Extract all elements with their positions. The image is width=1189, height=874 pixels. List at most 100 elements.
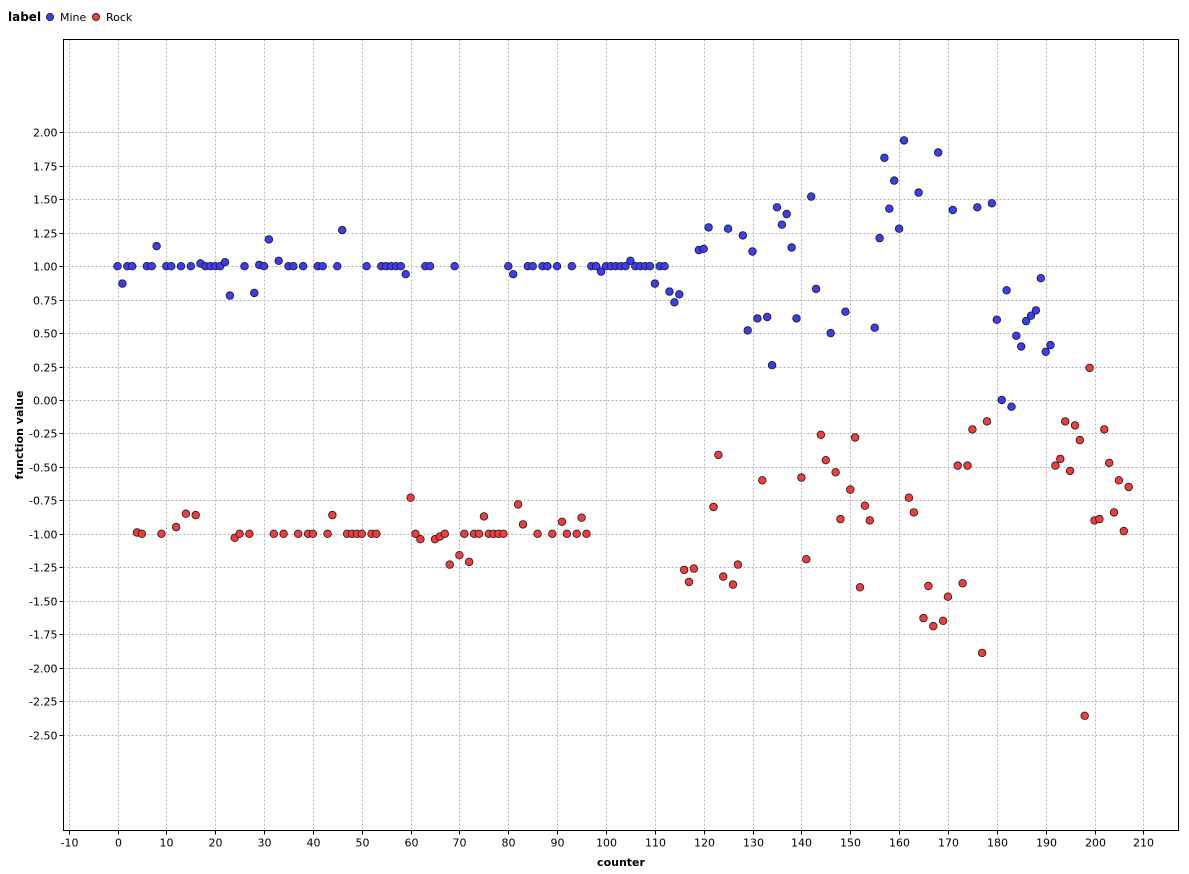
point-rock [904, 493, 914, 502]
point-rock [269, 529, 278, 538]
point-mine [650, 279, 660, 288]
x-tick-label: 130 [743, 837, 764, 850]
point-rock [460, 529, 469, 538]
point-mine [997, 395, 1006, 405]
point-mine [113, 262, 122, 271]
point-mine [621, 262, 630, 271]
point-rock [977, 648, 987, 658]
y-tick-label: -2.50 [29, 730, 57, 743]
legend-marker-rock [92, 12, 101, 21]
point-rock [328, 510, 337, 520]
point-mine [772, 203, 782, 212]
point-rock [445, 560, 454, 569]
point-mine [704, 223, 713, 232]
point-rock [1065, 466, 1075, 476]
point-rock [548, 529, 557, 538]
point-rock [1095, 514, 1104, 524]
point-mine [763, 312, 772, 322]
point-mine [1021, 316, 1031, 326]
point-rock [1100, 425, 1109, 434]
point-rock [855, 583, 865, 592]
point-rock [157, 529, 166, 538]
point-mine [333, 262, 342, 271]
point-mine [152, 241, 161, 251]
point-rock [909, 508, 918, 517]
y-tick-label: -2.25 [29, 696, 57, 709]
point-rock [171, 522, 181, 532]
point-mine [875, 233, 884, 243]
point-mine [675, 290, 684, 299]
point-mine [425, 262, 435, 271]
point-rock [557, 517, 567, 526]
point-rock [533, 529, 542, 538]
point-rock [953, 461, 962, 470]
point-mine [1017, 342, 1026, 351]
plot-frame [63, 39, 1179, 831]
point-rock [181, 509, 191, 518]
y-tick-label: -0.50 [29, 462, 57, 475]
point-mine [948, 205, 957, 215]
legend-label-mine: Mine [60, 11, 87, 24]
point-mine [225, 291, 235, 300]
point-rock [1056, 454, 1065, 464]
point-mine [767, 361, 777, 370]
point-rock [680, 565, 689, 575]
point-rock [816, 430, 826, 439]
y-tick-label: -1.75 [29, 629, 57, 642]
point-rock [455, 551, 464, 560]
point-mine [450, 262, 459, 271]
point-mine [1031, 306, 1041, 315]
point-rock [1051, 461, 1060, 470]
point-mine [396, 262, 405, 271]
legend-marker-mine [46, 12, 55, 21]
x-tick-label: 60 [405, 837, 419, 850]
y-tick-label: 1.00 [33, 261, 58, 274]
point-rock [411, 529, 420, 538]
point-mine [934, 148, 943, 157]
y-tick-label: 0.50 [33, 328, 58, 341]
point-rock [294, 529, 303, 538]
y-axis-title: function value [13, 391, 26, 480]
x-tick-label: 80 [502, 837, 516, 850]
point-mine [264, 235, 274, 244]
point-rock [919, 613, 928, 623]
point-mine [626, 256, 635, 265]
point-rock [929, 621, 938, 631]
point-rock [982, 417, 992, 426]
point-mine [753, 314, 762, 323]
y-tick-label: 1.50 [33, 194, 58, 207]
point-mine [914, 188, 923, 197]
point-mine [127, 262, 137, 271]
x-tick-label: 0 [115, 837, 122, 850]
point-rock [499, 529, 508, 538]
point-mine [176, 262, 186, 271]
x-tick-label: 140 [791, 837, 812, 850]
point-mine [880, 153, 889, 162]
point-rock [235, 529, 244, 538]
point-mine [250, 288, 259, 298]
point-rock [582, 529, 591, 538]
point-rock [758, 476, 767, 485]
point-mine [787, 243, 796, 252]
legend: label Mine Rock [8, 10, 133, 24]
point-rock [474, 529, 484, 538]
point-rock [958, 579, 967, 588]
plot-area [63, 39, 1179, 831]
point-rock [733, 560, 743, 569]
point-mine [220, 258, 230, 267]
point-rock [802, 555, 811, 564]
point-rock [684, 577, 694, 587]
point-rock [968, 425, 977, 434]
point-mine [552, 262, 562, 271]
point-rock [709, 502, 718, 512]
point-mine [826, 328, 835, 338]
point-rock [850, 433, 860, 442]
point-rock [938, 616, 948, 625]
y-axis: 2.00 1.75 1.50 1.25 1.00 0.75 0.50 0.25 0.00 -0.2… [29, 127, 64, 743]
point-rock [963, 461, 972, 470]
x-tick-label: 10 [160, 837, 174, 850]
point-mine [509, 270, 518, 279]
y-tick-label: -0.25 [29, 428, 57, 441]
point-mine [147, 262, 156, 271]
